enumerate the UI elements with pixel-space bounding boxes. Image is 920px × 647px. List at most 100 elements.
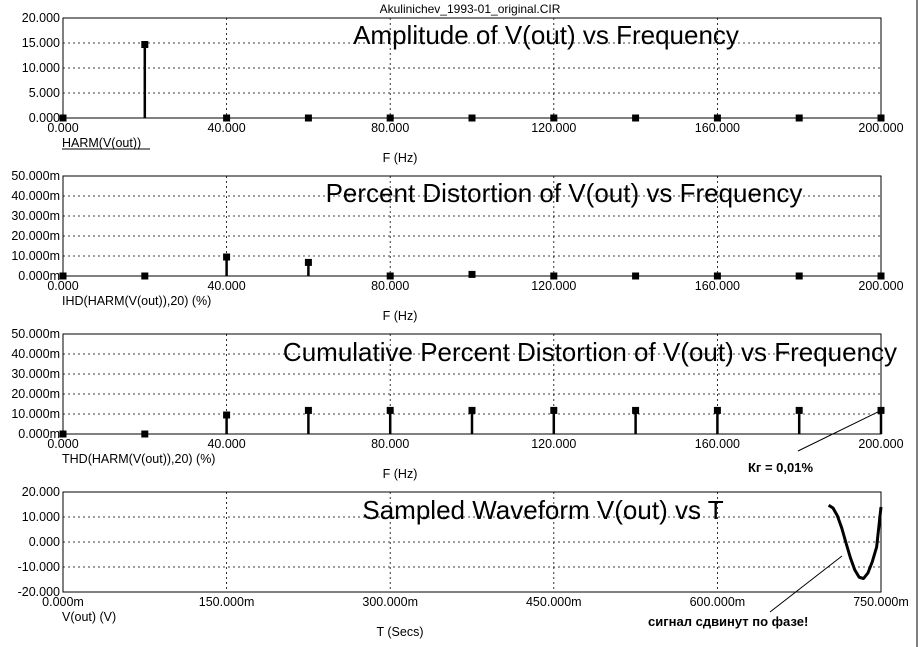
x-tick-label: 120.000 — [531, 279, 576, 293]
y-tick-label: 20.000 — [22, 485, 60, 499]
harmonic-marker — [304, 258, 312, 266]
x-tick-label: 0.000 — [47, 121, 78, 135]
x-tick-label: 300.000m — [362, 595, 418, 609]
x-tick-label: 120.000 — [531, 437, 576, 451]
trace-label: HARM(V(out)) — [62, 136, 141, 150]
x-tick-label: 40.000 — [207, 437, 245, 451]
y-tick-label: 20.000 — [22, 11, 60, 25]
harmonic-marker — [795, 272, 803, 280]
y-tick-label: 40.000m — [11, 347, 60, 361]
y-tick-label: 50.000m — [11, 327, 60, 341]
y-tick-label: 10.000m — [11, 249, 60, 263]
x-tick-label: 600.000m — [690, 595, 746, 609]
harmonic-marker — [632, 114, 640, 122]
harmonic-marker — [877, 272, 885, 280]
y-tick-label: 30.000m — [11, 367, 60, 381]
y-tick-label: 0.000 — [29, 535, 60, 549]
harmonic-marker — [141, 41, 149, 48]
chart-panel-4: -20.000 -10.000 0.000 10.000 20.000 0.000m 150… — [18, 485, 909, 639]
x-tick-label: 80.000 — [371, 121, 409, 135]
x-tick-label: 80.000 — [371, 279, 409, 293]
harmonic-marker — [386, 406, 394, 414]
y-tick-label: 50.000m — [11, 169, 60, 183]
x-axis-label: F (Hz) — [383, 309, 418, 323]
x-tick-label: 200.000 — [858, 279, 903, 293]
harmonic-marker — [59, 430, 67, 438]
chart-title: Amplitude of V(out) vs Frequency — [353, 20, 739, 50]
chart-title: Cumulative Percent Distortion of V(out) … — [283, 337, 897, 367]
x-tick-label: 200.000 — [858, 437, 903, 451]
harmonic-marker — [550, 272, 558, 280]
x-tick-label: 450.000m — [526, 595, 582, 609]
harmonic-marker — [141, 430, 149, 438]
harmonic-marker — [468, 406, 476, 414]
x-tick-label: 80.000 — [371, 437, 409, 451]
chart-title: Percent Distortion of V(out) vs Frequenc… — [326, 178, 803, 208]
y-tick-label: 0.000 — [29, 111, 60, 125]
harmonic-marker — [223, 411, 231, 419]
trace-label: THD(HARM(V(out)),20) (%) — [62, 452, 215, 466]
trace-label: IHD(HARM(V(out)),20) (%) — [62, 294, 211, 308]
harmonic-marker — [550, 406, 558, 414]
x-tick-label: 40.000 — [207, 279, 245, 293]
y-tick-label: 20.000m — [11, 229, 60, 243]
chart-panel-3: 0.000m 10.000m 20.000m 30.000m 40.000m 50.000… — [11, 327, 903, 481]
x-tick-label: 0.000 — [47, 279, 78, 293]
plot-frame — [62, 491, 882, 593]
harmonic-marker — [304, 406, 312, 414]
x-tick-label: 200.000 — [858, 121, 903, 135]
chart-panel-1: 0.000 5.000 10.000 15.000 20.000 0.000 40.000 8… — [22, 11, 904, 165]
x-tick-label: 160.000 — [695, 279, 740, 293]
trace-label: V(out) (V) — [62, 610, 116, 624]
harmonic-marker — [877, 114, 885, 122]
x-tick-label: 750.000m — [853, 595, 909, 609]
harmonic-marker — [632, 272, 640, 280]
harmonic-marker — [713, 272, 721, 280]
waveform-line — [827, 503, 883, 580]
x-tick-label: 0.000m — [42, 595, 84, 609]
harmonic-marker — [795, 114, 803, 122]
y-tick-label: -20.000 — [18, 585, 60, 599]
chart-panel-2: 0.000m 10.000m 20.000m 30.000m 40.000m 50.000… — [11, 169, 903, 323]
y-tick-label: 20.000m — [11, 387, 60, 401]
annotation-leader — [769, 555, 843, 613]
harmonic-marker — [795, 406, 803, 414]
x-axis-label: F (Hz) — [383, 467, 418, 481]
x-tick-label: 0.000 — [47, 437, 78, 451]
y-tick-label: 0.000m — [18, 427, 60, 441]
thd-annotation: Кг = 0,01% — [748, 460, 813, 475]
harmonic-marker — [468, 270, 476, 278]
charts-container: 0.000 5.000 10.000 15.000 20.000 0.000 40.000 8… — [11, 11, 908, 639]
harmonic-marker — [550, 114, 558, 122]
y-tick-label: -10.000 — [18, 560, 60, 574]
harmonic-marker — [468, 114, 476, 122]
x-tick-label: 150.000m — [199, 595, 255, 609]
harmonic-marker — [223, 114, 231, 122]
x-tick-label: 160.000 — [695, 121, 740, 135]
x-tick-label: 160.000 — [695, 437, 740, 451]
phase-annotation: сигнал сдвинут по фазе! — [648, 614, 808, 629]
harmonic-marker — [59, 272, 67, 280]
harmonic-marker — [632, 406, 640, 414]
y-tick-label: 15.000 — [22, 36, 60, 50]
annotation-leader — [797, 409, 882, 452]
y-tick-label: 10.000 — [22, 510, 60, 524]
y-tick-label: 10.000m — [11, 407, 60, 421]
y-tick-label: 5.000 — [29, 86, 60, 100]
y-tick-label: 0.000m — [18, 269, 60, 283]
harmonic-marker — [713, 406, 721, 414]
x-tick-label: 40.000 — [207, 121, 245, 135]
x-tick-label: 120.000 — [531, 121, 576, 135]
harmonic-marker — [141, 272, 149, 280]
harmonic-marker — [59, 114, 67, 122]
x-axis-label: T (Secs) — [377, 625, 424, 639]
window-title: Akulinichev_1993-01_original.CIR — [380, 2, 561, 16]
harmonic-marker — [386, 114, 394, 122]
y-tick-label: 40.000m — [11, 189, 60, 203]
x-axis-label: F (Hz) — [383, 151, 418, 165]
y-tick-label: 10.000 — [22, 61, 60, 75]
harmonic-marker — [223, 253, 231, 261]
y-tick-label: 30.000m — [11, 209, 60, 223]
harmonic-marker — [386, 272, 394, 280]
